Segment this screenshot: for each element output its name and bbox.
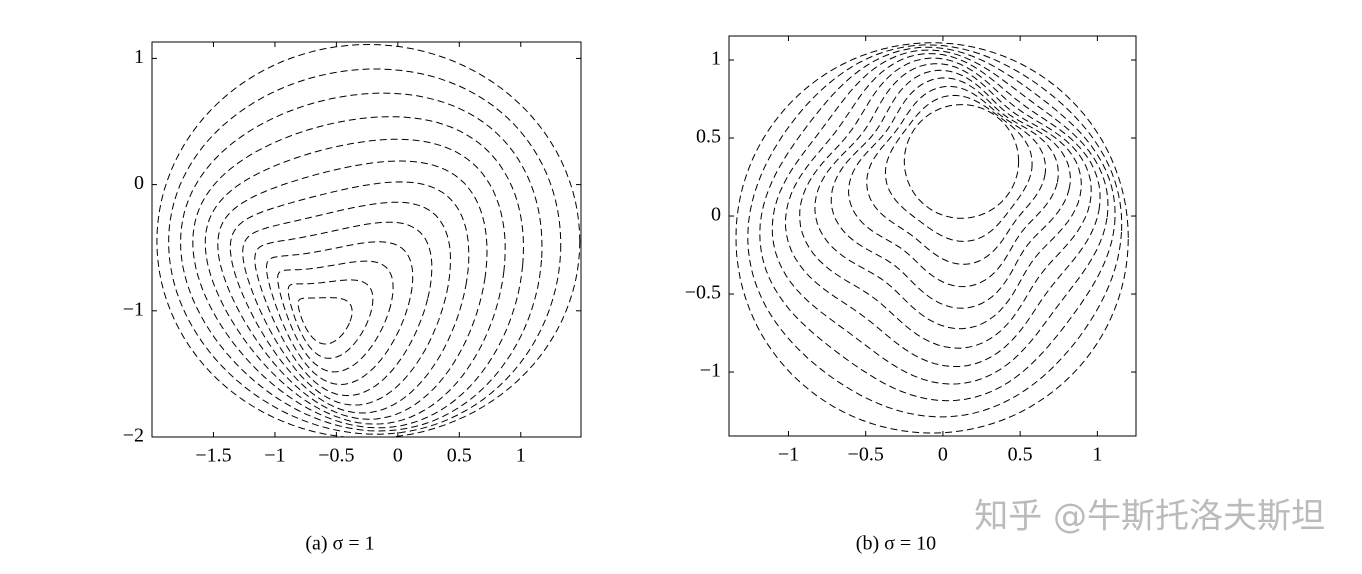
contour-line [242,201,452,406]
plot-frame [728,35,1137,437]
x-tick-label: 1 [516,445,526,467]
contour-line [168,68,562,435]
contour-line [277,260,394,373]
y-tick-label: 1 [711,48,721,70]
contour-line [848,77,1059,288]
contour-line [866,85,1046,265]
y-tick-label: −0.5 [685,282,721,304]
x-tick-label: 0 [938,444,948,466]
x-tick-label: −0.5 [318,445,354,467]
y-tick-label: 0 [711,204,721,226]
contour-line [735,42,1129,434]
contour-line [266,241,414,386]
x-tick-label: −1.5 [195,445,231,467]
plot-frame [151,41,582,438]
contour-line [229,181,470,414]
contour-line [192,116,525,429]
contour-line [180,92,543,432]
contours [735,42,1129,434]
contour-line [771,49,1109,385]
contour-line [884,94,1033,242]
contour-line [759,46,1116,402]
contour-line [287,279,374,359]
contour-line [204,138,506,425]
y-tick-label: 0 [134,172,144,194]
contour-line [784,53,1101,367]
contour-line [747,44,1123,418]
x-tick-label: −1 [778,444,799,466]
x-tick-label: −0.5 [848,444,884,466]
x-tick-label: 1 [1092,444,1102,466]
y-tick-label: −1 [700,360,721,382]
contour-line [830,69,1071,309]
plot: −1 −0.5 0 0.5 1 −1 −0.5 0 0.5 1 (b) σ = 10 [685,35,1137,555]
x-tick-label: 0.5 [1008,444,1033,466]
watermark: 知乎 @牛斯托洛夫斯坦 [974,497,1325,537]
contour-line [814,63,1082,330]
contour-line [156,43,581,437]
plot: −1.5 −1 −0.5 0 0.5 1 −2 −1 0 1 (a) σ = 1 [123,41,582,555]
contours [156,43,581,437]
x-tick-label: −1 [264,445,285,467]
x-tick-label: 0.5 [447,445,472,467]
y-tick-label: 1 [134,46,144,68]
y-tick-label: −2 [123,425,144,447]
contour-line [799,57,1092,349]
x-tick-label: 0 [393,445,403,467]
contour-line [254,221,433,396]
contour-line [297,297,353,345]
contour-line [217,160,488,420]
caption: (a) σ = 1 [305,533,374,555]
contour-line [903,104,1020,219]
caption: (b) σ = 10 [856,533,936,555]
y-tick-label: 0.5 [696,126,721,148]
y-tick-label: −1 [123,298,144,320]
